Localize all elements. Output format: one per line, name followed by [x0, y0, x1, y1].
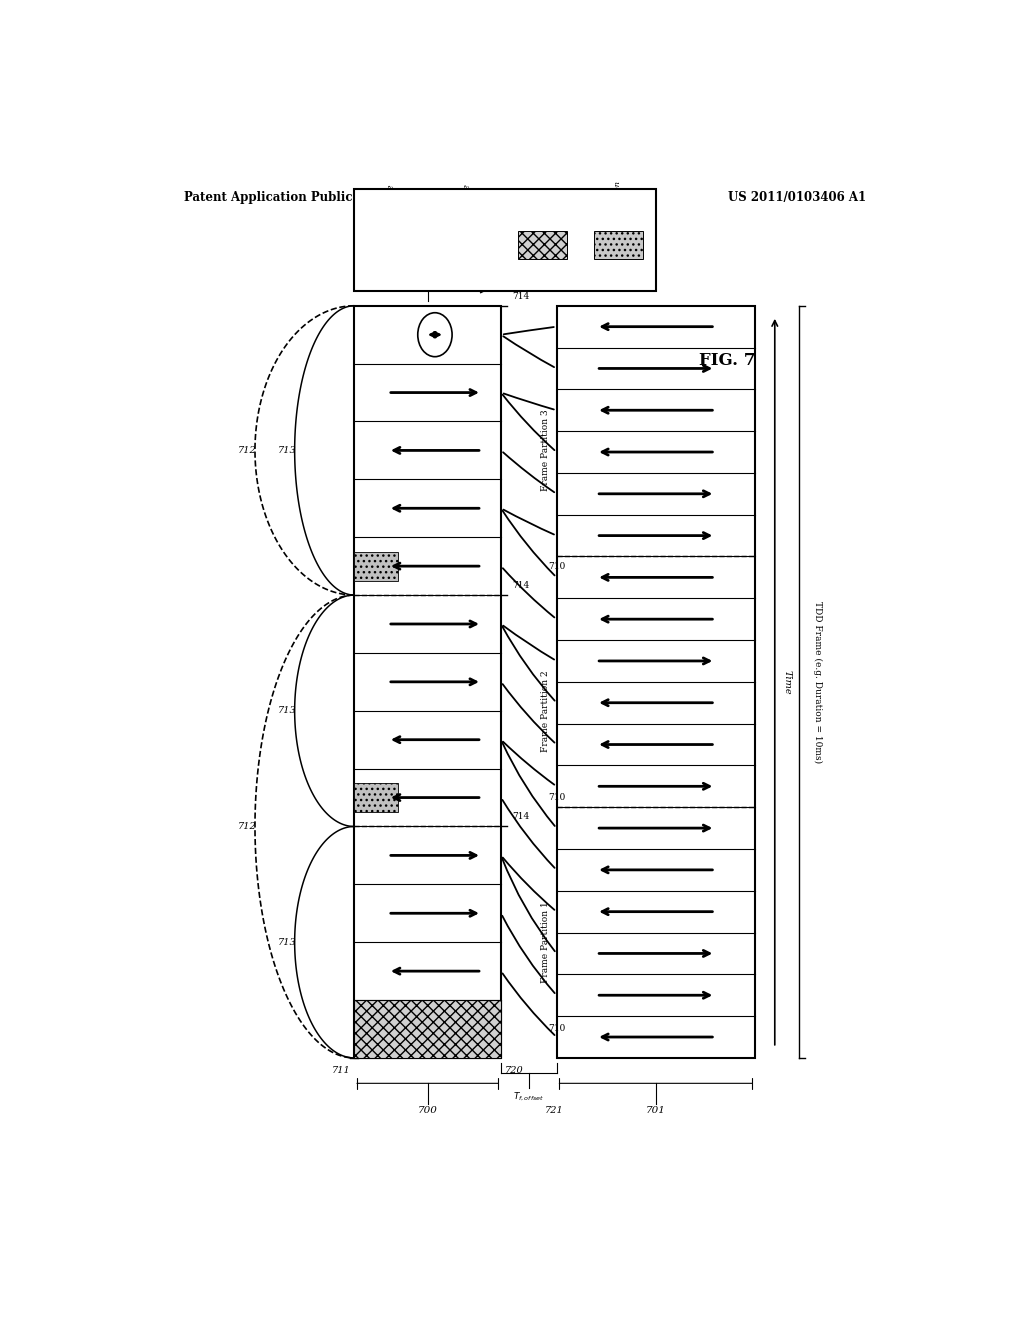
- Text: 714: 714: [512, 581, 529, 590]
- Text: ─── Frequency ───: ─── Frequency ───: [381, 275, 475, 284]
- Bar: [354, 1001, 501, 1057]
- Text: FIG. 7: FIG. 7: [699, 351, 756, 368]
- Text: 710: 710: [549, 793, 566, 803]
- Bar: [354, 783, 398, 812]
- Text: 713: 713: [278, 706, 296, 715]
- Text: 712: 712: [238, 822, 256, 832]
- Text: DL Subframe: DL Subframe: [387, 183, 396, 244]
- Text: 710: 710: [549, 561, 566, 570]
- Text: Frame Partition: Frame Partition: [614, 181, 622, 248]
- Text: and Control: and Control: [539, 224, 547, 275]
- Text: 701: 701: [646, 1106, 666, 1114]
- Text: May 5, 2011   Sheet 7 of 19: May 5, 2011 Sheet 7 of 19: [371, 191, 552, 203]
- Text: 700: 700: [418, 1106, 437, 1114]
- Bar: [518, 231, 567, 259]
- Text: $T_{f,offset}$: $T_{f,offset}$: [513, 1090, 545, 1102]
- Text: Patent Application Publication: Patent Application Publication: [183, 191, 386, 203]
- Text: 714: 714: [512, 812, 529, 821]
- Text: Frame Sync: Frame Sync: [539, 189, 547, 240]
- Text: UL Subframe: UL Subframe: [463, 183, 472, 244]
- Text: 721: 721: [545, 1106, 563, 1114]
- Text: 714: 714: [512, 292, 529, 301]
- Text: Frame Partition 2: Frame Partition 2: [541, 671, 550, 751]
- Bar: [354, 306, 501, 1057]
- Text: 712: 712: [238, 446, 256, 455]
- Text: 710: 710: [549, 1024, 566, 1034]
- Text: 711: 711: [332, 1067, 350, 1074]
- Text: Frame Partition 3: Frame Partition 3: [541, 409, 550, 491]
- Text: Frame Partition 1: Frame Partition 1: [541, 902, 550, 983]
- Bar: [594, 231, 642, 259]
- Text: Control: Control: [614, 234, 622, 265]
- Bar: [354, 552, 398, 581]
- Text: US 2011/0103406 A1: US 2011/0103406 A1: [728, 191, 866, 203]
- Text: 713: 713: [278, 446, 296, 455]
- Text: TDD Frame (e.g. Duration = 10ms): TDD Frame (e.g. Duration = 10ms): [813, 601, 822, 763]
- Bar: [354, 189, 655, 290]
- Text: Time: Time: [782, 669, 792, 694]
- Text: 720: 720: [505, 1067, 523, 1074]
- Text: 715: 715: [418, 259, 437, 267]
- Bar: [557, 306, 755, 1057]
- Text: 713: 713: [278, 937, 296, 946]
